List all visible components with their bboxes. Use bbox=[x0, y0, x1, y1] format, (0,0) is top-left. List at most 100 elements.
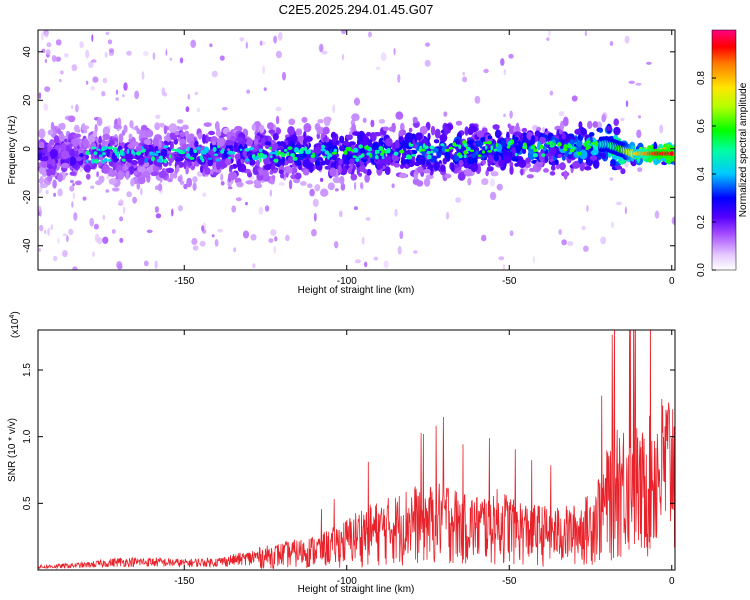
heatmap-cell bbox=[373, 132, 382, 137]
heatmap-cell bbox=[467, 156, 475, 165]
heatmap-cell bbox=[620, 168, 626, 175]
heatmap-cell bbox=[637, 167, 643, 173]
heatmap-cell bbox=[210, 136, 218, 143]
heatmap-cell bbox=[179, 131, 186, 138]
heatmap-cell bbox=[198, 132, 202, 140]
heatmap-cell bbox=[638, 115, 641, 119]
heatmap-cell bbox=[118, 199, 124, 204]
heatmap-cell bbox=[268, 129, 276, 134]
heatmap-cell bbox=[135, 151, 142, 156]
heatmap-cell bbox=[69, 185, 75, 192]
heatmap-cell bbox=[136, 127, 140, 135]
heatmap-cell bbox=[168, 123, 177, 133]
heatmap-cell bbox=[131, 141, 139, 146]
heatmap-cell bbox=[580, 128, 587, 136]
heatmap-cell bbox=[246, 89, 251, 94]
heatmap-cell bbox=[274, 236, 278, 242]
heatmap-cell bbox=[620, 117, 625, 122]
heatmap-cell bbox=[654, 210, 660, 219]
heatmap-cell bbox=[169, 172, 175, 180]
heatmap-cell bbox=[561, 132, 566, 140]
heatmap-cell bbox=[571, 95, 578, 102]
heatmap-cell bbox=[567, 241, 574, 247]
heatmap-cell bbox=[333, 148, 338, 153]
heatmap-cell bbox=[289, 179, 293, 190]
heatmap-cell bbox=[399, 230, 404, 240]
heatmap-cell bbox=[422, 143, 426, 149]
top-x-tick-label: -100 bbox=[337, 276, 357, 287]
heatmap-cell bbox=[563, 116, 569, 127]
heatmap-cell bbox=[93, 151, 98, 156]
heatmap-cell bbox=[217, 145, 220, 148]
heatmap-cell bbox=[443, 111, 448, 117]
heatmap-cell bbox=[495, 129, 502, 139]
heatmap-cell bbox=[219, 55, 225, 61]
heatmap-cell bbox=[372, 142, 380, 151]
heatmap-cell bbox=[38, 205, 42, 213]
heatmap-cell bbox=[378, 146, 384, 151]
heatmap-cell bbox=[212, 171, 218, 176]
heatmap-cell bbox=[351, 113, 360, 121]
heatmap-cell bbox=[624, 206, 628, 215]
heatmap-cell bbox=[125, 153, 133, 162]
heatmap-cell bbox=[322, 126, 330, 135]
heatmap-cell bbox=[259, 40, 263, 46]
heatmap-cell bbox=[55, 56, 62, 62]
bottom-x-tick-label: 0 bbox=[669, 576, 675, 587]
top-y-tick-label: 0 bbox=[22, 146, 33, 152]
heatmap-cell bbox=[178, 151, 184, 154]
heatmap-cell bbox=[432, 147, 439, 153]
heatmap-cell bbox=[363, 168, 368, 174]
heatmap-cell bbox=[75, 104, 79, 113]
heatmap-cell bbox=[290, 174, 296, 180]
heatmap-cell bbox=[186, 146, 190, 152]
heatmap-cell bbox=[119, 150, 124, 156]
heatmap-cell bbox=[278, 182, 285, 186]
heatmap-cell bbox=[292, 156, 298, 161]
heatmap-cell bbox=[176, 164, 180, 173]
heatmap-cell bbox=[245, 41, 248, 49]
heatmap-cell bbox=[239, 37, 245, 42]
heatmap-cell bbox=[426, 150, 431, 155]
heatmap-cell bbox=[557, 153, 563, 158]
heatmap-cell bbox=[258, 149, 263, 152]
heatmap-cell bbox=[399, 172, 407, 179]
heatmap-cell bbox=[92, 76, 99, 83]
heatmap-cell bbox=[82, 196, 87, 201]
heatmap-cell bbox=[201, 225, 205, 232]
heatmap-cell bbox=[558, 229, 562, 235]
heatmap-cell bbox=[427, 132, 431, 141]
heatmap-cell bbox=[187, 93, 190, 100]
heatmap-cell bbox=[101, 160, 105, 164]
heatmap-cell bbox=[215, 158, 221, 162]
heatmap-cell bbox=[522, 142, 527, 147]
heatmap-cell bbox=[107, 39, 113, 45]
heatmap-cell bbox=[339, 135, 345, 144]
heatmap-cell bbox=[222, 150, 229, 158]
heatmap-cell bbox=[340, 183, 346, 191]
heatmap-cell bbox=[57, 173, 63, 183]
heatmap-cell bbox=[133, 151, 136, 156]
bottom-y-tick-label: 0.5 bbox=[22, 496, 33, 510]
heatmap-cell bbox=[175, 148, 181, 153]
heatmap-cell bbox=[485, 169, 489, 177]
heatmap-cell bbox=[260, 137, 266, 147]
heatmap-cell bbox=[321, 144, 326, 149]
heatmap-cell bbox=[549, 146, 556, 156]
heatmap-cell bbox=[560, 120, 565, 131]
heatmap-cell bbox=[468, 125, 477, 133]
heatmap-cell bbox=[586, 205, 589, 212]
heatmap-cell bbox=[320, 188, 329, 197]
heatmap-cell bbox=[548, 140, 553, 145]
heatmap-cell bbox=[405, 158, 411, 164]
heatmap-cell bbox=[104, 51, 108, 58]
heatmap-cell bbox=[39, 224, 44, 232]
heatmap-cell bbox=[276, 115, 280, 125]
heatmap-cell bbox=[321, 50, 328, 55]
heatmap-cell bbox=[267, 122, 274, 130]
heatmap-cell bbox=[68, 228, 74, 236]
heatmap-cell bbox=[171, 148, 177, 152]
heatmap-cell bbox=[513, 131, 522, 136]
heatmap-cell bbox=[275, 50, 282, 59]
heatmap-cell bbox=[606, 125, 612, 132]
